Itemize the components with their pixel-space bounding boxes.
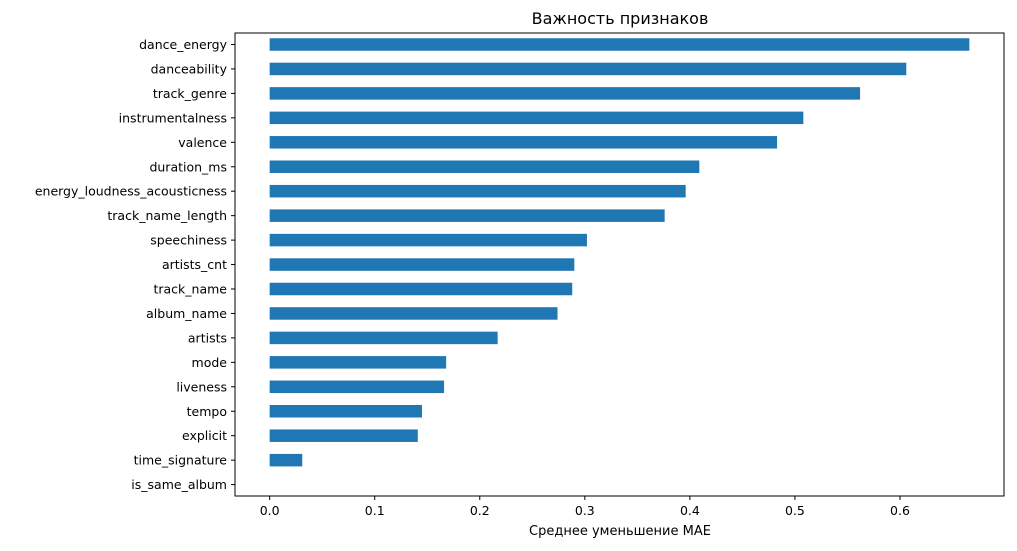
y-tick-label: track_name	[153, 282, 227, 297]
bar-dance-energy	[269, 38, 970, 51]
x-tick-label: 0.4	[680, 503, 700, 518]
bar-valence	[269, 136, 778, 149]
bars-group	[269, 38, 970, 467]
bar-energy-loudness-acousticness	[269, 184, 686, 198]
bar-duration-ms	[269, 160, 700, 173]
bar-track-genre	[269, 87, 861, 100]
bar-liveness	[269, 380, 445, 394]
y-tick-label: duration_ms	[149, 159, 227, 174]
bar-speechiness	[269, 233, 587, 247]
y-tick-label: mode	[192, 355, 228, 370]
y-tick-label: dance_energy	[139, 37, 227, 52]
bar-explicit	[269, 429, 418, 442]
y-tick-label: danceability	[151, 61, 228, 76]
bar-album-name	[269, 307, 558, 320]
bar-time-signature	[269, 453, 303, 467]
y-tick-label: instrumentalness	[119, 110, 227, 125]
y-tick-label: energy_loudness_acousticness	[35, 184, 227, 199]
y-tick-label: tempo	[187, 404, 227, 419]
x-axis-label: Среднее уменьшение MAE	[529, 524, 711, 539]
y-tick-label: artists_cnt	[162, 257, 227, 272]
bar-mode	[269, 356, 447, 369]
x-tick-label: 0.1	[365, 503, 385, 518]
plot-frame	[234, 32, 1005, 497]
bar-artists	[269, 331, 498, 345]
x-tick-label: 0.6	[890, 503, 910, 518]
bar-track-name	[269, 282, 573, 296]
bar-track-name-length	[269, 209, 665, 222]
y-tick-label: liveness	[176, 379, 227, 394]
bar-instrumentalness	[269, 111, 804, 125]
y-tick-label: explicit	[182, 428, 227, 443]
y-tick-label: valence	[178, 135, 227, 150]
x-axis-group: 0.0 0.1 0.2 0.3 0.4 0.5 0.6	[260, 496, 910, 518]
bar-artists-cnt	[269, 258, 575, 271]
bar-danceability	[269, 62, 907, 76]
bar-tempo	[269, 405, 422, 418]
y-tick-label: album_name	[146, 306, 227, 321]
x-tick-label: 0.5	[785, 503, 805, 518]
chart-title: Важность признаков	[532, 9, 709, 28]
y-tick-label: track_genre	[153, 86, 227, 101]
y-tick-label: artists	[188, 330, 227, 345]
y-tick-label: time_signature	[134, 453, 228, 468]
y-tick-labels-group: dance_energy danceability track_genreinstr…	[35, 37, 235, 492]
y-tick-label: is_same_album	[131, 477, 227, 492]
y-tick-label: track_name_length	[107, 208, 227, 223]
x-tick-label: 0.3	[575, 503, 595, 518]
x-tick-label: 0.0	[260, 503, 280, 518]
x-tick-label: 0.2	[470, 503, 490, 518]
y-tick-label: speechiness	[150, 233, 227, 248]
